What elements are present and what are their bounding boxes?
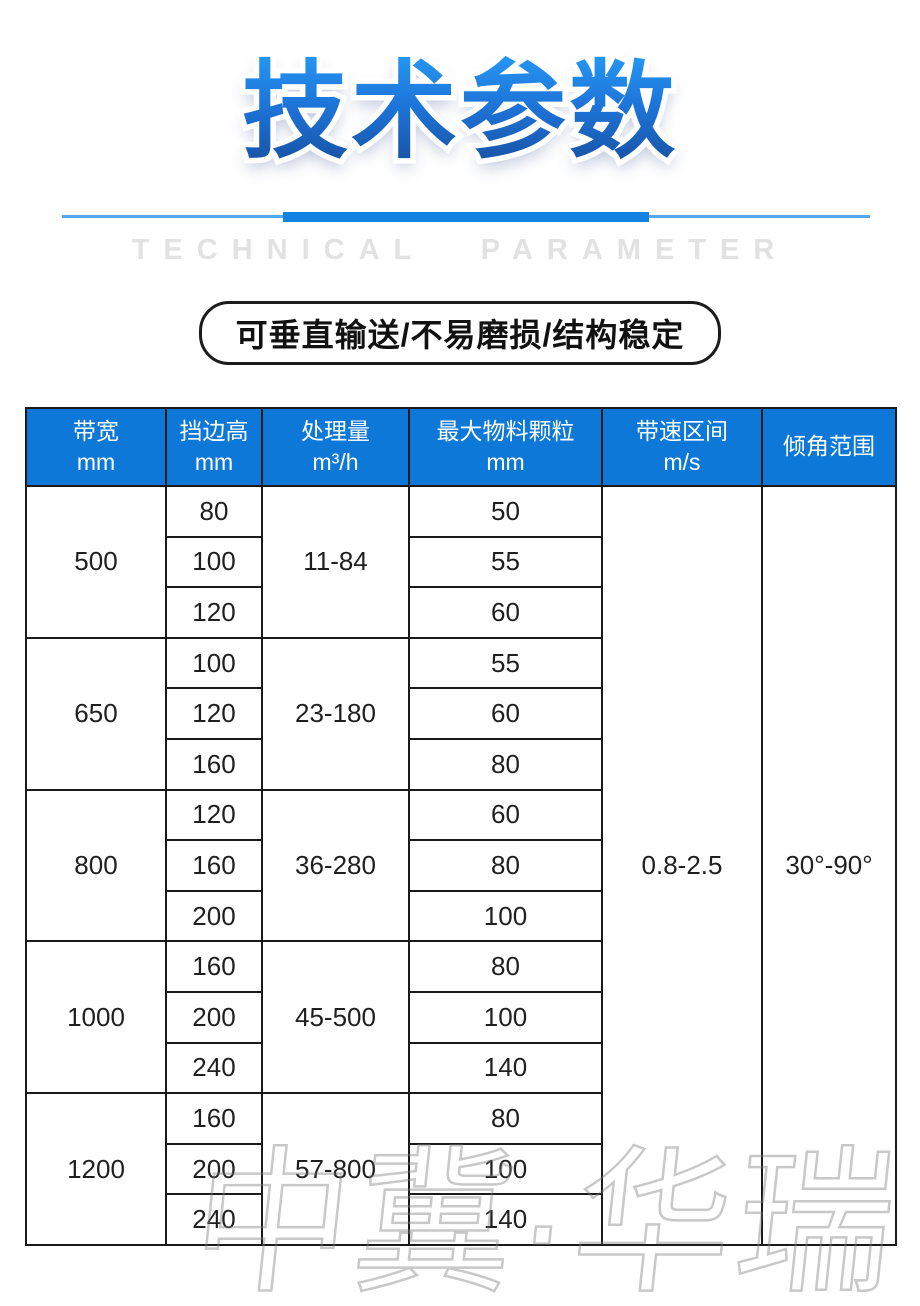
column-header-belt-width: 带宽 mm [25, 407, 167, 487]
spec-table-body: 500 80 11-84 50 0.8-2.5 30°-90° 100 55 120 60 650 1… [25, 485, 897, 1246]
capacity-cell: 36-280 [261, 788, 410, 943]
max-particle-cell: 55 [408, 636, 603, 690]
capacity-cell: 11-84 [261, 485, 410, 639]
max-particle-cell: 50 [408, 485, 603, 538]
speed-range-cell: 0.8-2.5 [601, 485, 763, 1246]
column-label: 带宽 [73, 417, 119, 444]
column-unit: m/s [663, 449, 701, 475]
angle-range-cell: 30°-90° [761, 485, 897, 1246]
page-title-text: 技术参数 [242, 53, 678, 171]
belt-width-cell: 800 [25, 788, 167, 943]
column-label: 带速区间 [636, 417, 728, 444]
edge-height-cell: 160 [165, 737, 263, 791]
max-particle-cell: 140 [408, 1041, 603, 1095]
title-divider [0, 212, 920, 222]
edge-height-cell: 80 [165, 485, 263, 538]
edge-height-cell: 160 [165, 1092, 263, 1145]
table-row: 160 80 [26, 737, 896, 791]
column-header-edge-height: 挡边高 mm [165, 407, 263, 487]
divider-accent-bar [283, 212, 649, 222]
column-label: 倾角范围 [783, 433, 875, 460]
tagline-pill: 可垂直输送/不易磨损/结构稳定 [198, 301, 722, 365]
edge-height-cell: 200 [165, 1142, 263, 1196]
edge-height-cell: 120 [165, 687, 263, 740]
column-unit: mm [486, 449, 525, 475]
max-particle-cell: 80 [408, 1092, 603, 1145]
table-row: 650 100 23-180 55 [25, 636, 896, 791]
table-row: 160 80 [26, 839, 896, 892]
table-row: 100 55 [26, 535, 896, 589]
table-header-row: 带宽 mm 挡边高 mm 处理量 m³/h 最大物料颗粒 mm [25, 407, 897, 487]
page-title: 技术参数 技术参数 [237, 48, 681, 177]
max-particle-cell: 80 [408, 839, 603, 892]
tagline-row: 可垂直输送/不易磨损/结构稳定 [0, 301, 920, 365]
table-row: 1200 160 57-800 80 [25, 1092, 896, 1246]
column-header-speed-range: 带速区间 m/s [601, 407, 763, 487]
edge-height-cell: 120 [165, 586, 263, 639]
edge-height-cell: 200 [165, 990, 263, 1044]
table-row: 240 140 [26, 1041, 896, 1095]
table-row: 200 100 [26, 889, 896, 943]
column-unit: mm [194, 449, 234, 475]
max-particle-cell: 80 [408, 737, 603, 791]
belt-width-cell: 650 [25, 636, 167, 791]
max-particle-cell: 60 [408, 788, 603, 842]
max-particle-cell: 100 [408, 889, 603, 943]
column-unit: m³/h [312, 449, 359, 475]
edge-height-cell: 240 [165, 1193, 263, 1246]
table-row: 500 80 11-84 50 0.8-2.5 30°-90° [25, 485, 897, 1246]
max-particle-cell: 55 [408, 535, 603, 589]
max-particle-cell: 60 [408, 687, 603, 740]
column-label: 处理量 [301, 417, 370, 444]
belt-width-cell: 1200 [25, 1092, 167, 1246]
table-row: 240 140 [26, 1193, 896, 1246]
column-unit: mm [76, 449, 116, 475]
edge-height-cell: 200 [165, 889, 263, 943]
column-label: 最大物料颗粒 [436, 417, 575, 444]
column-header-capacity: 处理量 m³/h [261, 407, 410, 487]
max-particle-cell: 100 [408, 1142, 603, 1196]
spec-table: 带宽 mm 挡边高 mm 处理量 m³/h 最大物料颗粒 mm [25, 407, 897, 1246]
capacity-cell: 23-180 [261, 636, 410, 791]
max-particle-cell: 60 [408, 586, 603, 639]
table-row: 1000 160 45-500 80 [25, 940, 896, 1095]
page-subtitle: TECHNICAL PARAMETER [131, 234, 789, 266]
table-row: 200 100 [26, 1142, 896, 1196]
table-row: 120 60 [26, 586, 896, 639]
capacity-cell: 57-800 [261, 1092, 410, 1246]
edge-height-cell: 160 [165, 940, 263, 993]
page-title-outline: 技术参数 [237, 48, 681, 177]
table-row: 120 60 [26, 687, 896, 740]
column-header-angle-range: 倾角范围 [761, 407, 897, 487]
belt-width-cell: 500 [25, 485, 167, 639]
edge-height-cell: 100 [165, 535, 263, 589]
edge-height-cell: 120 [165, 788, 263, 842]
table-zone: 带宽 mm 挡边高 mm 处理量 m³/h 最大物料颗粒 mm [0, 407, 920, 1306]
max-particle-cell: 100 [408, 990, 603, 1044]
max-particle-cell: 140 [408, 1193, 603, 1246]
table-row: 200 100 [26, 990, 896, 1044]
table-row: 800 120 36-280 60 [25, 788, 896, 943]
column-header-max-particle: 最大物料颗粒 mm [408, 407, 603, 487]
max-particle-cell: 80 [408, 940, 603, 993]
title-row: 技术参数 技术参数 [0, 0, 920, 184]
column-label: 挡边高 [179, 417, 249, 444]
belt-width-cell: 1000 [25, 940, 167, 1095]
edge-height-cell: 240 [165, 1041, 263, 1095]
edge-height-cell: 100 [165, 636, 263, 690]
capacity-cell: 45-500 [261, 940, 410, 1095]
edge-height-cell: 160 [165, 839, 263, 892]
